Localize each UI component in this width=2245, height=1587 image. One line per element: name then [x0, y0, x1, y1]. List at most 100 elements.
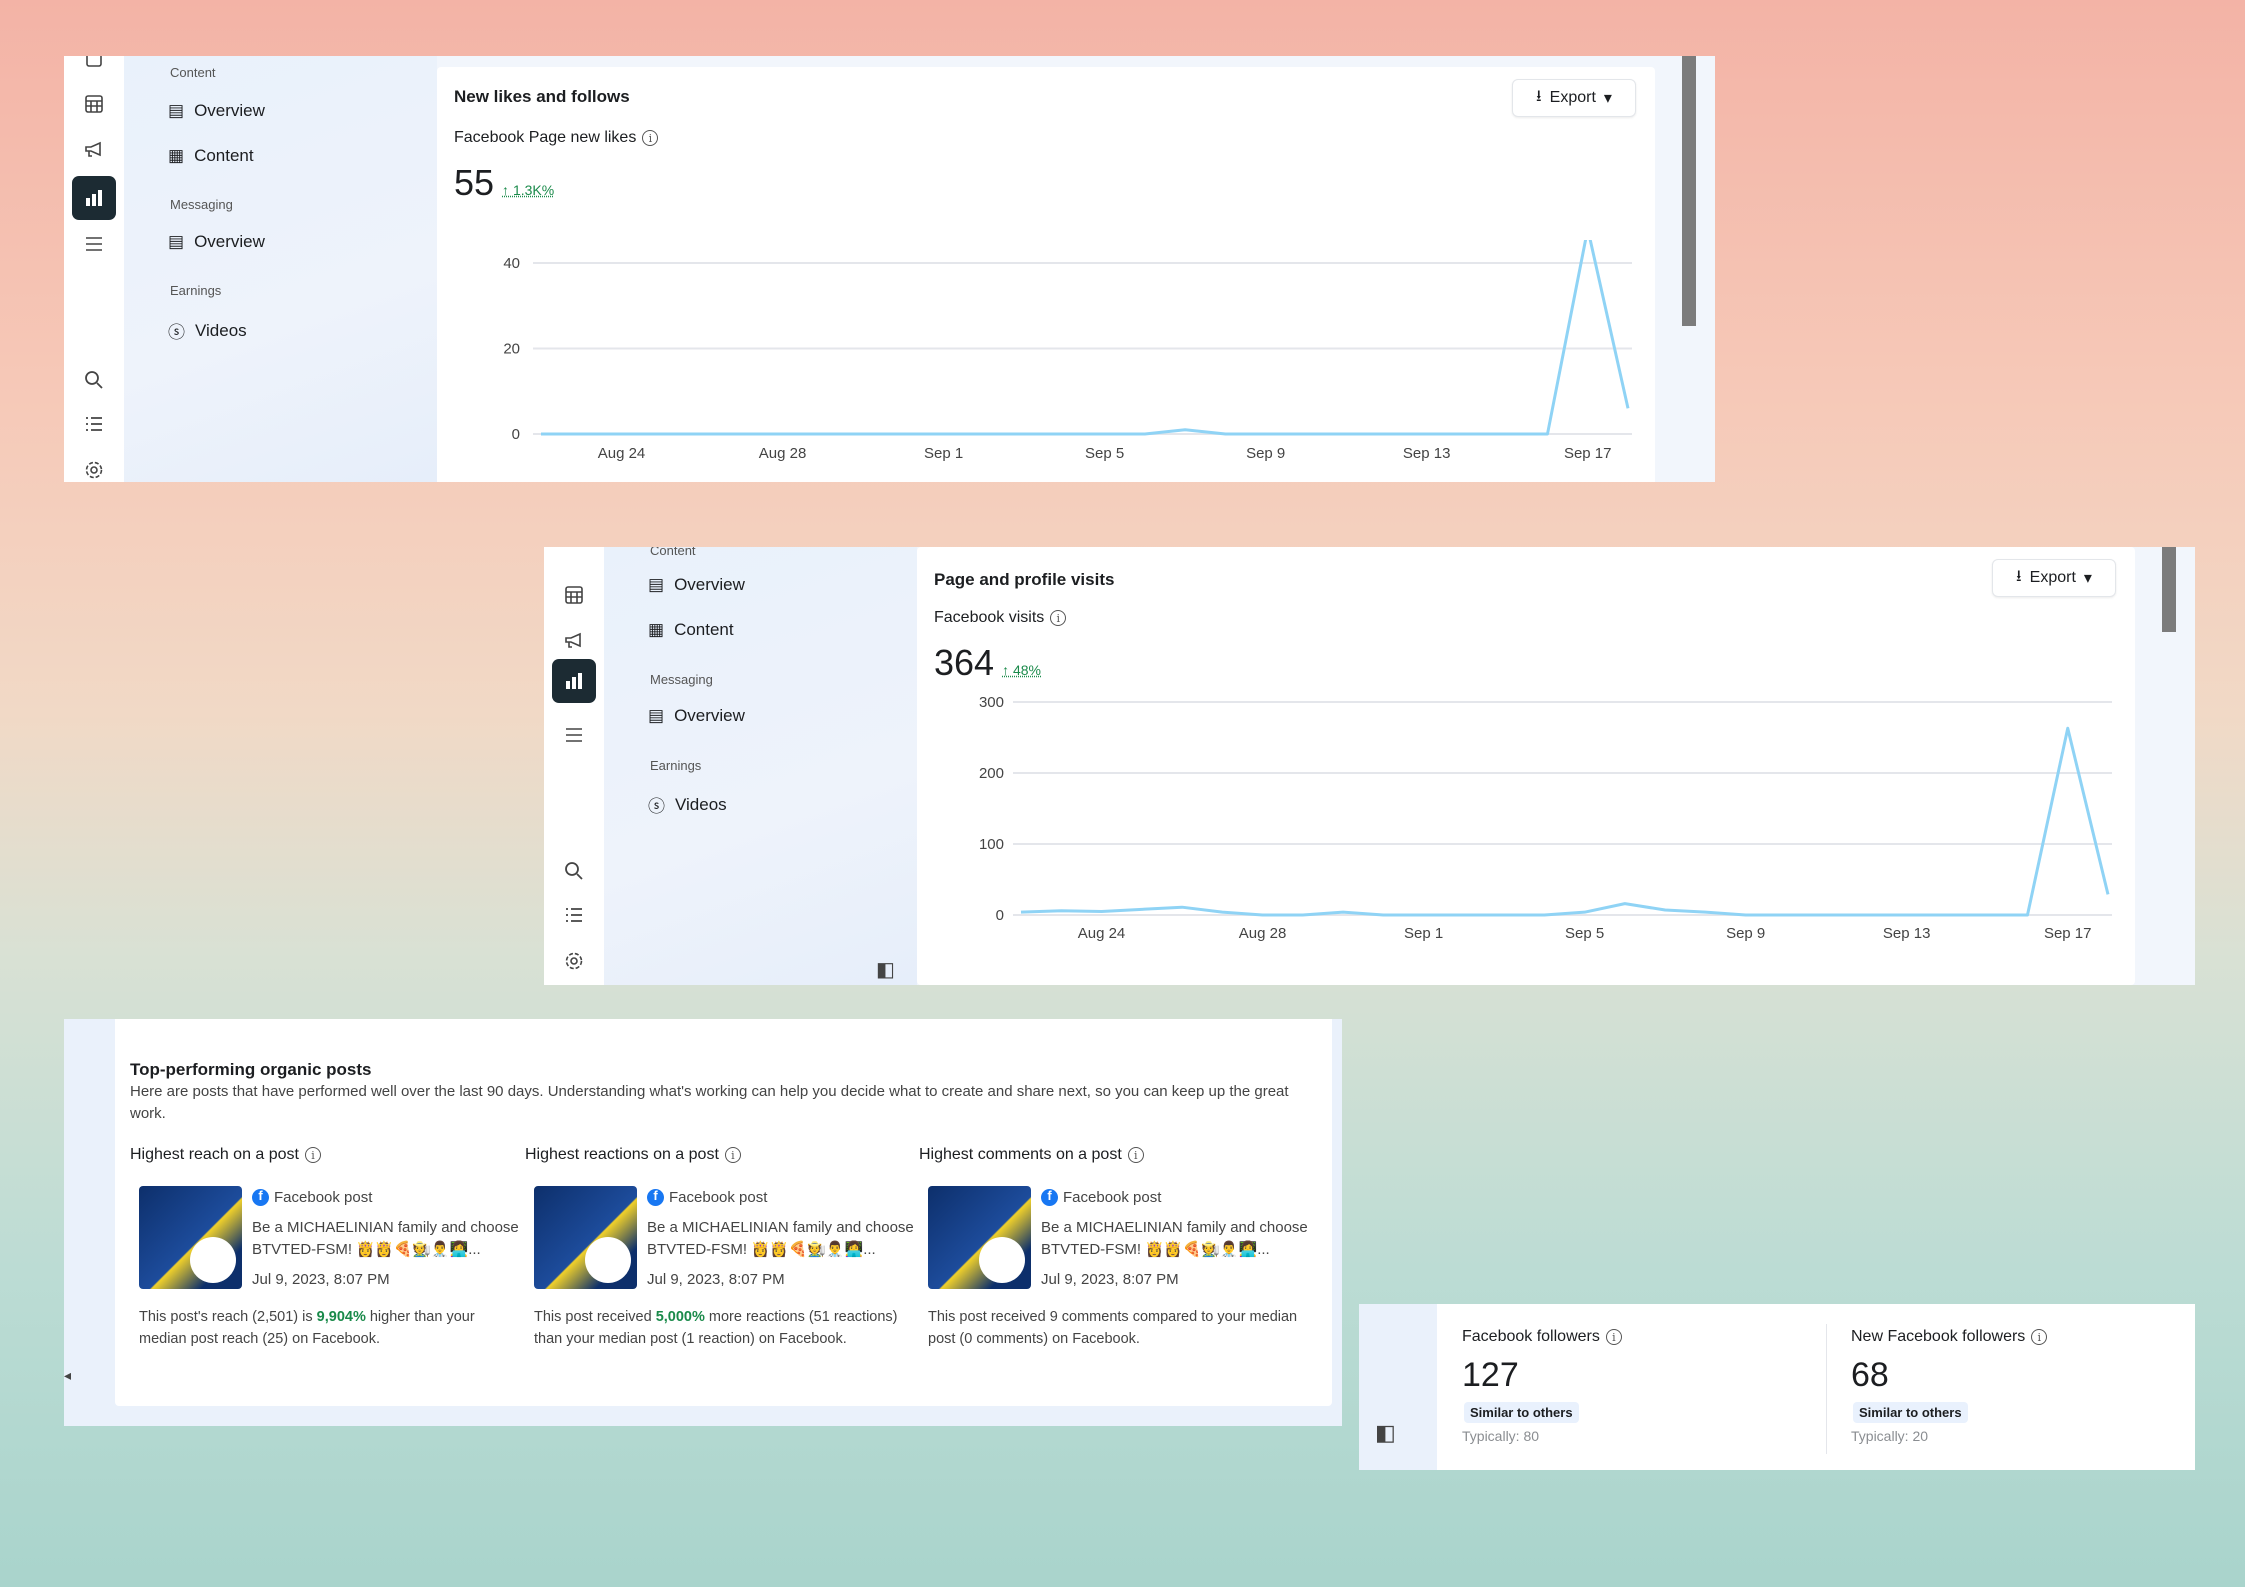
x-tick-label: Sep 5: [1565, 925, 1604, 942]
column-heading: Highest reach on a post i: [130, 1146, 515, 1164]
info-icon[interactable]: i: [2031, 1329, 2048, 1345]
x-tick-label: Sep 17: [2044, 925, 2092, 942]
y-tick-label: 40: [503, 255, 520, 272]
icon-rail: [64, 56, 124, 482]
post-type-text: Facebook post: [274, 1189, 373, 1206]
post-thumbnail[interactable]: [534, 1186, 637, 1289]
metric-label-text: New Facebook followers: [1851, 1328, 2026, 1345]
nav-item-messaging-overview[interactable]: ▤ Overview: [648, 706, 745, 726]
list-icon[interactable]: [556, 897, 592, 933]
megaphone-icon[interactable]: [76, 132, 112, 168]
nav-item-messaging-overview[interactable]: ▤ Overview: [168, 232, 265, 252]
export-button[interactable]: ⭳ Export ▾: [1992, 559, 2116, 597]
info-icon[interactable]: i: [642, 130, 659, 146]
x-tick-label: Sep 5: [1085, 445, 1124, 462]
nav-item-content[interactable]: ▦ Content: [168, 146, 254, 166]
info-icon[interactable]: i: [1050, 610, 1067, 626]
post-type: f Facebook post: [647, 1187, 767, 1208]
column-heading: Highest comments on a post i: [919, 1146, 1304, 1164]
metric-delta[interactable]: ↑ 48%: [1002, 662, 1041, 678]
facebook-icon: f: [252, 1188, 269, 1206]
post-text[interactable]: Be a MICHAELINIAN family and choose: [1041, 1219, 1308, 1236]
x-tick-label: Aug 24: [1078, 925, 1126, 942]
post-thumbnail[interactable]: [928, 1186, 1031, 1289]
export-button[interactable]: ⭳ Export ▾: [1512, 79, 1636, 117]
nav-item-content[interactable]: ▦ Content: [648, 620, 734, 640]
x-tick-label: Aug 28: [759, 445, 807, 462]
nav-item-videos[interactable]: ⓢ Videos: [168, 318, 247, 343]
collapse-panel-icon[interactable]: ◧: [876, 959, 895, 981]
table-icon[interactable]: [76, 86, 112, 122]
likes-card: New likes and follows ⭳ Export ▾ Facebook …: [437, 67, 1655, 482]
scrollbar[interactable]: [1682, 56, 1696, 326]
info-icon[interactable]: i: [724, 1147, 741, 1163]
post-text[interactable]: BTVTED-FSM! 👸👸🍕🧑‍🌾👨‍⚕️👩‍💻...: [252, 1241, 481, 1258]
dollar-icon: ⓢ: [168, 323, 185, 342]
pages-icon[interactable]: [76, 56, 112, 78]
download-icon: ⭳: [1536, 87, 1542, 105]
nav-item-label: Videos: [675, 794, 727, 814]
x-tick-label: Sep 9: [1246, 445, 1285, 462]
caret-down-icon: ▾: [1603, 90, 1612, 107]
icon-rail: [544, 547, 604, 985]
x-tick-label: Sep 13: [1403, 445, 1451, 462]
post-thumbnail[interactable]: [139, 1186, 242, 1289]
search-icon[interactable]: [556, 853, 592, 889]
export-label: Export: [2029, 569, 2076, 586]
metric-value: 68: [1851, 1356, 1889, 1394]
top-posts-panel: ◂ Top-performing organic posts Here are …: [64, 1019, 1342, 1426]
post-type: f Facebook post: [1041, 1187, 1161, 1208]
post-text[interactable]: BTVTED-FSM! 👸👸🍕🧑‍🌾👨‍⚕️👩‍💻...: [1041, 1241, 1270, 1258]
post-date: Jul 9, 2023, 8:07 PM: [1041, 1271, 1179, 1288]
nav-item-label: Content: [194, 146, 254, 165]
insights-icon[interactable]: [552, 659, 596, 703]
x-tick-label: Aug 28: [1239, 925, 1287, 942]
insights-nav: Content ▤ Overview ▦ Content Messaging ▤ Ov…: [124, 56, 437, 482]
menu-icon[interactable]: [556, 717, 592, 753]
menu-icon[interactable]: [76, 226, 112, 262]
delta-value: 48%: [1012, 662, 1041, 678]
follower-metric: New Facebook followers i 68 Similar to ot…: [1851, 1328, 2181, 1458]
settings-icon[interactable]: [76, 452, 112, 482]
x-tick-label: Sep 1: [1404, 925, 1443, 942]
top-posts-card: Top-performing organic posts Here are po…: [115, 1019, 1332, 1406]
info-icon[interactable]: i: [305, 1147, 321, 1163]
metric-delta[interactable]: ↑ 1.3K%: [502, 182, 555, 198]
post-column: Highest reach on a post i f Facebook post …: [130, 1146, 519, 1396]
nav-item-label: Overview: [674, 706, 745, 725]
insight-highlight: 9,904%: [316, 1309, 366, 1325]
scrollbar[interactable]: [2162, 547, 2176, 632]
overview-icon: ▤: [648, 575, 665, 594]
info-icon[interactable]: i: [1127, 1147, 1144, 1163]
x-tick-label: Sep 1: [924, 445, 963, 462]
post-text[interactable]: Be a MICHAELINIAN family and choose: [252, 1219, 519, 1236]
nav-item-content-overview[interactable]: ▤ Overview: [648, 575, 745, 595]
insights-icon[interactable]: [72, 176, 116, 220]
nav-item-content-overview[interactable]: ▤ Overview: [168, 101, 265, 121]
megaphone-icon[interactable]: [556, 623, 592, 659]
collapse-panel-icon[interactable]: ◂: [64, 1367, 72, 1383]
nav-section-content: Content: [170, 65, 216, 80]
list-icon[interactable]: [76, 406, 112, 442]
metric-label-text: Facebook Page new likes: [454, 129, 637, 146]
table-icon[interactable]: [556, 577, 592, 613]
y-tick-label: 200: [979, 765, 1004, 782]
followers-panel: ◧: [1359, 1304, 2195, 1470]
info-icon[interactable]: i: [1605, 1329, 1622, 1345]
settings-icon[interactable]: [556, 943, 592, 979]
nav-item-label: Content: [674, 620, 734, 639]
follower-metric: Facebook followers i 127 Similar to other…: [1462, 1328, 1792, 1458]
collapse-panel-icon[interactable]: ◧: [1375, 1420, 1396, 1445]
metric-label: Facebook followers i: [1462, 1328, 1792, 1346]
y-tick-label: 0: [512, 426, 520, 443]
post-text[interactable]: Be a MICHAELINIAN family and choose: [647, 1219, 914, 1236]
nav-item-videos[interactable]: ⓢ Videos: [648, 792, 727, 817]
post-insight: This post received 5,000% more reactions…: [534, 1306, 904, 1350]
search-icon[interactable]: [76, 362, 112, 398]
post-text[interactable]: BTVTED-FSM! 👸👸🍕🧑‍🌾👨‍⚕️👩‍💻...: [647, 1241, 876, 1258]
post-date: Jul 9, 2023, 8:07 PM: [252, 1271, 390, 1288]
facebook-icon: f: [1041, 1188, 1058, 1206]
nav-section-messaging: Messaging: [170, 197, 233, 212]
divider: [1826, 1324, 1827, 1454]
x-tick-label: Sep 9: [1726, 925, 1765, 942]
